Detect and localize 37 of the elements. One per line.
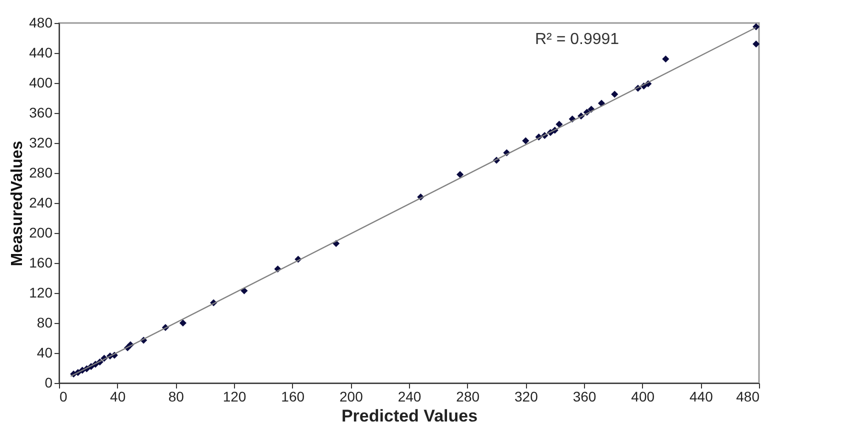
- point: [556, 120, 563, 128]
- x-tick-label: 320: [514, 388, 538, 404]
- x-tick-label: 80: [168, 388, 184, 404]
- y-tick-label: 80: [36, 314, 53, 330]
- annotation: R² = 0.9991: [535, 31, 620, 48]
- x-tick-label: 440: [689, 388, 714, 404]
- y-tick-label: 0: [44, 374, 53, 390]
- y-tick-label: 480: [29, 14, 53, 30]
- y-tick-label: 160: [29, 254, 53, 270]
- x-axis-title: Predicted Values: [341, 406, 478, 426]
- x-tick-label: 480: [736, 388, 760, 404]
- y-tick-label: 120: [29, 284, 53, 300]
- y-axis-title: MeasuredValues: [9, 140, 26, 266]
- point: [752, 40, 760, 48]
- x-tick-label: 120: [222, 388, 246, 404]
- x-tick-label: 40: [110, 388, 126, 404]
- point: [179, 319, 186, 327]
- x-tick-label: 280: [456, 388, 480, 404]
- x-tick-label: 160: [281, 388, 305, 404]
- point: [522, 137, 530, 144]
- y-tick-label: 320: [29, 134, 53, 150]
- point: [662, 55, 670, 63]
- x-tick-label: 240: [398, 388, 422, 404]
- x-tick-label: 0: [60, 388, 68, 404]
- x-tick-label: 360: [572, 388, 596, 404]
- point: [456, 170, 464, 178]
- y-tick-label: 200: [29, 224, 53, 240]
- x-tick-label: 400: [631, 388, 655, 404]
- point: [598, 100, 606, 107]
- y-tick-label: 40: [36, 344, 53, 360]
- y-tick-label: 280: [29, 164, 53, 180]
- y-tick-label: 400: [29, 74, 53, 90]
- y-tick-label: 360: [29, 104, 53, 120]
- x-tick-label: 200: [339, 388, 364, 404]
- point: [611, 90, 618, 98]
- y-tick-label: 240: [29, 194, 53, 210]
- y-tick-label: 440: [29, 44, 53, 60]
